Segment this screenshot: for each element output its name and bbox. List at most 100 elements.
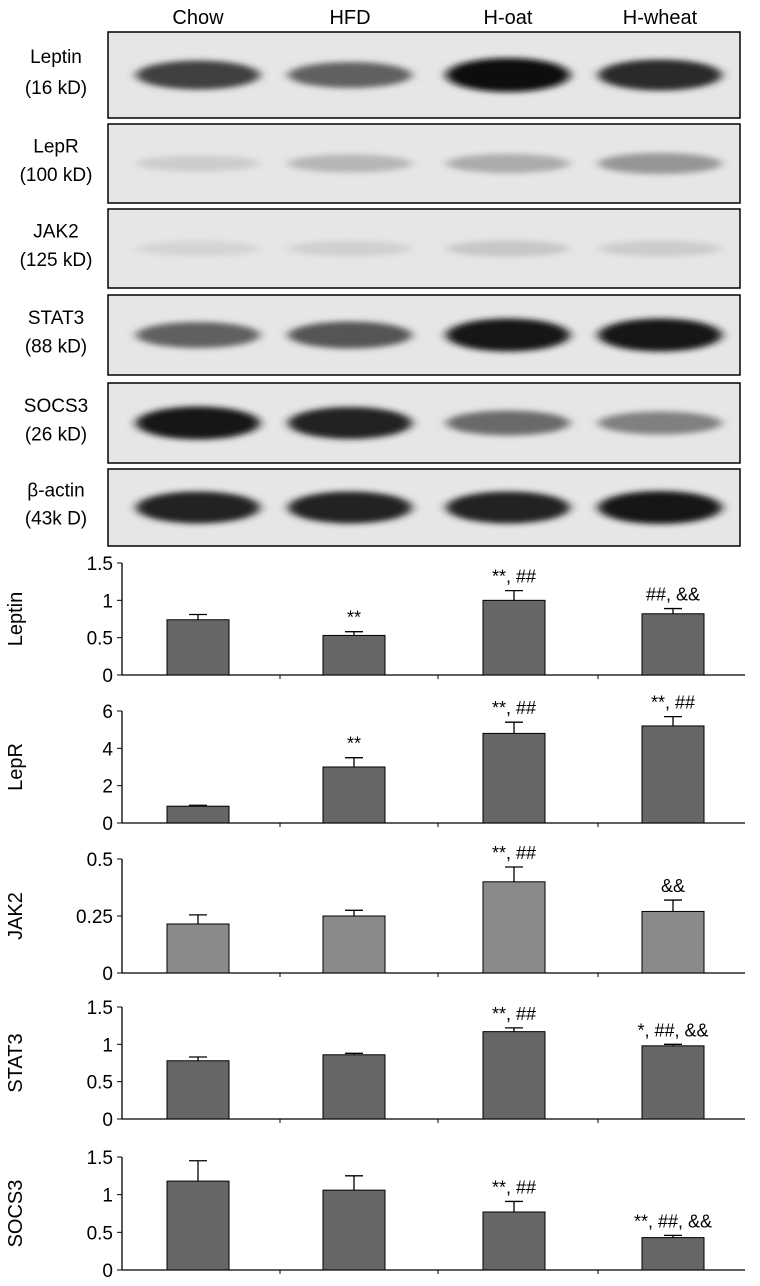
blot-5: β-actin (43k D) [25,468,741,547]
significance-label: **, ## [651,693,695,713]
y-tick-label: 0 [102,814,113,835]
bar-chow [166,1180,230,1271]
bar-h-wheat [641,1045,705,1120]
significance-label: *, ##, && [637,1020,708,1040]
y-tick-label: 6 [102,702,113,723]
y-tick-label: 1 [102,1035,113,1056]
bar-chow [166,923,230,974]
y-axis-label: SOCS3 [5,1180,27,1248]
y-tick-label: 2 [102,777,113,798]
y-axis-label: JAK2 [5,892,27,940]
significance-label: ** [347,608,361,628]
y-axis-label: Leptin [5,592,27,647]
western-blot-panel: Leptin (16 kD) LepR (100 kD) JAK2 (125 kD) STA… [20,31,741,547]
bar-h-oat [482,1211,546,1271]
blot-band [288,407,412,439]
blot-protein-label: JAK2 [33,221,78,242]
bar-chow [166,805,230,824]
chart-lepr: 0 2 4 6 LepR ** **, ## **, ## [5,693,745,835]
y-tick-label: 4 [102,739,113,760]
blot-band [598,153,722,174]
blot-band [288,240,412,257]
bar-hfd [322,915,386,974]
blot-0: Leptin (16 kD) [25,31,741,119]
blot-band [598,491,722,524]
blot-size-label: (125 kD) [20,250,93,271]
bar-h-oat [482,881,546,974]
blot-band [288,62,412,88]
y-tick-label: 1 [102,1186,113,1207]
significance-label: **, ##, && [634,1211,712,1231]
y-tick-label: 0.5 [87,629,113,650]
y-tick-label: 0.5 [87,1073,113,1094]
blot-band [136,155,260,172]
significance-label: **, ## [492,1004,536,1024]
blot-band [598,240,722,257]
significance-label: **, ## [492,567,536,587]
blot-band [598,318,722,352]
y-tick-label: 0 [102,666,113,687]
significance-label: && [661,876,685,896]
chart-jak2: 0 0.25 0.5 JAK2 **, ## && [5,843,745,985]
bar-h-wheat [641,1237,705,1271]
bar-h-oat [482,732,546,824]
blot-band [288,321,412,349]
blot-protein-label: LepR [33,136,78,157]
bar-hfd [322,1054,386,1120]
blot-band [288,154,412,173]
y-tick-label: 0 [102,964,113,985]
significance-label: **, ## [492,843,536,863]
blot-size-label: (100 kD) [20,165,93,186]
y-tick-label: 1.5 [87,1148,113,1169]
bar-h-wheat [641,613,705,676]
group-header: Chow HFD H-oat H-wheat [172,7,697,29]
bar-hfd [322,1189,386,1271]
blot-band [136,406,260,440]
blot-band [136,60,260,90]
bar-h-oat [482,1031,546,1120]
lane-label-2: H-oat [484,7,533,29]
blot-band [288,491,412,524]
bar-h-wheat [641,725,705,824]
y-tick-label: 0.5 [87,850,113,871]
blot-band [446,240,570,257]
y-tick-label: 0.5 [87,1223,113,1244]
blot-band [446,318,570,352]
blot-protein-label: β-actin [27,481,84,502]
blot-band [446,154,570,173]
bar-chow [166,619,230,676]
y-tick-label: 0 [102,1261,113,1282]
blot-protein-label: STAT3 [28,308,84,329]
blot-band [136,322,260,348]
chart-leptin: 0 0.5 1 1.5 Leptin ** **, ## ##, && [5,554,745,687]
blot-band [446,410,570,436]
blot-2: JAK2 (125 kD) [20,208,741,289]
bar-hfd [322,634,386,676]
blot-size-label: (43k D) [25,508,87,529]
significance-label: ** [347,734,361,754]
blot-size-label: (16 kD) [25,78,87,99]
bar-h-wheat [641,910,705,974]
lane-label-3: H-wheat [623,7,698,29]
blot-band [598,59,722,91]
blot-band [136,240,260,257]
blot-band [136,491,260,524]
chart-socs3: 0 0.5 1 1.5 SOCS3 **, ## **, ##, && [5,1148,745,1282]
significance-label: ##, && [646,585,700,605]
bar-chow [166,1060,230,1120]
significance-label: **, ## [492,1177,536,1197]
blot-band [446,491,570,524]
blot-protein-label: SOCS3 [24,396,88,417]
y-tick-label: 0.25 [76,907,113,928]
y-axis-label: STAT3 [5,1033,27,1092]
blot-protein-label: Leptin [30,47,82,68]
lane-label-0: Chow [172,7,224,29]
bar-h-oat [482,599,546,676]
chart-stat3: 0 0.5 1 1.5 STAT3 **, ## *, ##, && [5,998,745,1131]
y-tick-label: 1.5 [87,998,113,1019]
y-tick-label: 0 [102,1110,113,1131]
blot-3: STAT3 (88 kD) [25,294,741,376]
blot-1: LepR (100 kD) [20,123,741,204]
y-axis-label: LepR [5,743,27,791]
